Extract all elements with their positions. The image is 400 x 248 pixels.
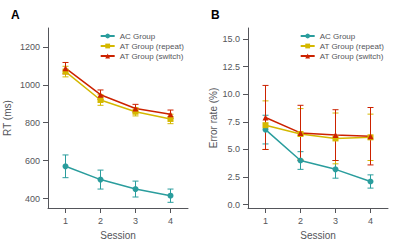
svg-text:AT Group (repeat): AT Group (repeat) bbox=[120, 42, 185, 51]
svg-text:1: 1 bbox=[63, 216, 68, 226]
svg-text:0.0: 0.0 bbox=[227, 200, 240, 210]
svg-text:2: 2 bbox=[98, 216, 103, 226]
svg-text:Error rate (%): Error rate (%) bbox=[208, 88, 219, 149]
svg-text:AT Group (repeat): AT Group (repeat) bbox=[320, 42, 385, 51]
svg-text:3: 3 bbox=[333, 216, 338, 226]
svg-text:7.5: 7.5 bbox=[227, 117, 240, 127]
svg-text:Session: Session bbox=[100, 230, 136, 241]
svg-text:1: 1 bbox=[263, 216, 268, 226]
svg-text:12.5: 12.5 bbox=[222, 62, 240, 72]
svg-text:AT Group (switch): AT Group (switch) bbox=[120, 52, 184, 61]
svg-text:AC Group: AC Group bbox=[320, 32, 356, 41]
svg-text:3: 3 bbox=[133, 216, 138, 226]
svg-text:AT Group (switch): AT Group (switch) bbox=[320, 52, 384, 61]
svg-text:600: 600 bbox=[25, 156, 40, 166]
svg-text:A: A bbox=[11, 8, 20, 22]
svg-text:1200: 1200 bbox=[20, 42, 40, 52]
svg-text:15.0: 15.0 bbox=[222, 34, 240, 44]
svg-text:AC Group: AC Group bbox=[120, 32, 156, 41]
svg-text:4: 4 bbox=[368, 216, 373, 226]
svg-text:B: B bbox=[211, 8, 220, 22]
svg-text:2.5: 2.5 bbox=[227, 172, 240, 182]
svg-text:5.0: 5.0 bbox=[227, 144, 240, 154]
svg-text:800: 800 bbox=[25, 118, 40, 128]
svg-text:2: 2 bbox=[298, 216, 303, 226]
svg-text:10.0: 10.0 bbox=[222, 89, 240, 99]
svg-text:RT (ms): RT (ms) bbox=[2, 100, 13, 136]
svg-text:1000: 1000 bbox=[20, 80, 40, 90]
svg-text:4: 4 bbox=[168, 216, 173, 226]
svg-text:400: 400 bbox=[25, 194, 40, 204]
svg-text:Session: Session bbox=[300, 230, 336, 241]
